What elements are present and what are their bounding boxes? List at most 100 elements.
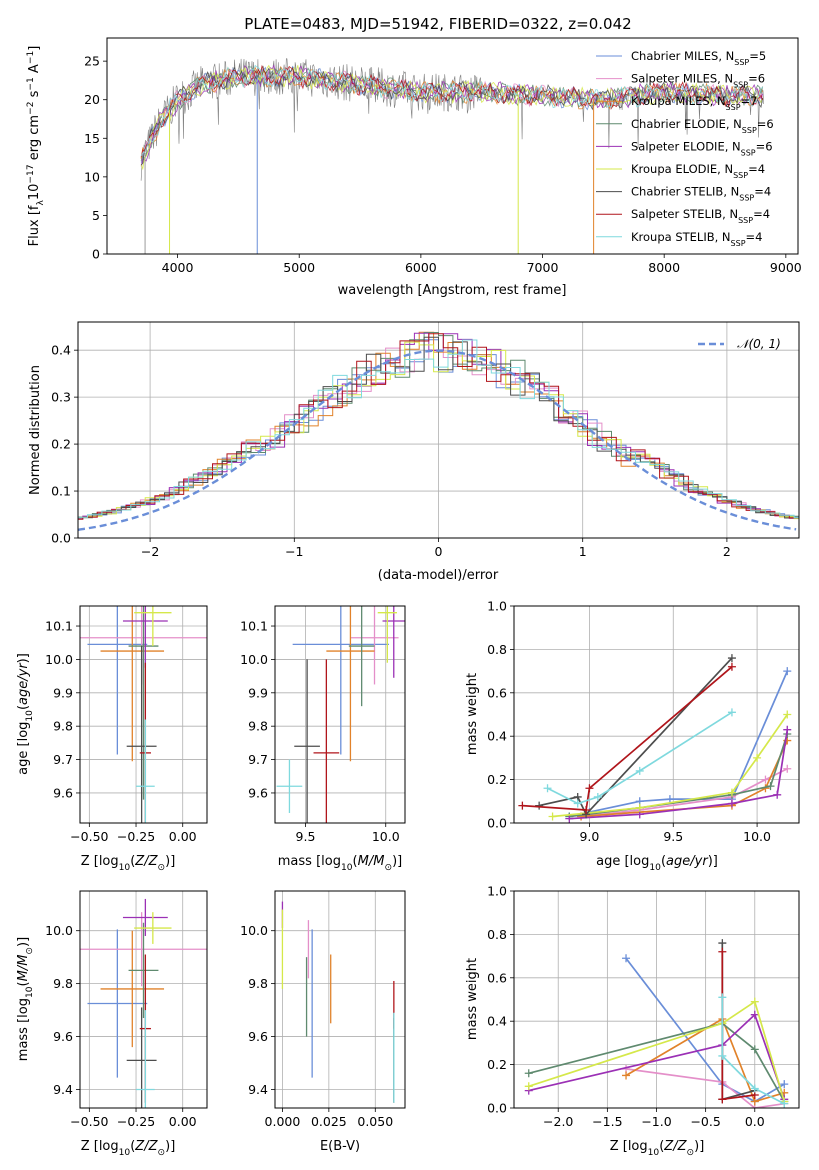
spectrum-model-line bbox=[140, 64, 764, 167]
x-tick-label: 0.000 bbox=[265, 1114, 301, 1129]
x-tick-label: 2 bbox=[723, 544, 731, 559]
x-tick-label: −0.5 bbox=[690, 1114, 720, 1129]
plot-area bbox=[78, 331, 799, 531]
x-tick-label: 6000 bbox=[405, 260, 437, 275]
weight-marker bbox=[780, 1080, 789, 1089]
weight-marker bbox=[665, 795, 674, 804]
y-tick-label: 10.1 bbox=[45, 619, 73, 634]
y-axis-label: Normed distribution bbox=[28, 365, 43, 495]
weight-marker bbox=[783, 710, 792, 719]
y-tick-label: 20 bbox=[84, 92, 100, 107]
residual-histogram bbox=[78, 336, 799, 521]
y-tick-label: 0.4 bbox=[51, 343, 71, 358]
x-tick-label: −1.5 bbox=[592, 1114, 622, 1129]
weight-marker bbox=[622, 954, 631, 963]
x-axis-label: wavelength [Angstrom, rest frame] bbox=[338, 283, 567, 298]
y-tick-label: 0.1 bbox=[51, 484, 71, 499]
x-tick-label: −2.0 bbox=[543, 1114, 573, 1129]
spectrum-model-line bbox=[140, 64, 764, 158]
y-tick-label: 10.0 bbox=[240, 923, 268, 938]
y-tick-label: 1.0 bbox=[487, 599, 507, 614]
panel-mass_vs_ebv: 0.000 0.025 0.050 9.4 9.6 9.8 10.0 E(B-V) bbox=[240, 890, 406, 1154]
weight-marker bbox=[718, 1051, 727, 1060]
axes-frame bbox=[106, 37, 799, 255]
y-tick-label: 9.4 bbox=[248, 1082, 268, 1097]
y-tick-label: 9.8 bbox=[248, 976, 268, 991]
x-tick-label: 9.5 bbox=[296, 829, 316, 844]
weight-marker bbox=[635, 803, 644, 812]
weight-line bbox=[625, 1068, 785, 1108]
y-tick-label: 10.1 bbox=[240, 619, 268, 634]
legend-entry: Salpeter MILES, NSSP=6 bbox=[631, 72, 765, 90]
weight-marker bbox=[766, 782, 775, 791]
weight-marker bbox=[783, 725, 792, 734]
weight-marker bbox=[718, 993, 727, 1002]
y-tick-label: 9.6 bbox=[248, 785, 268, 800]
legend-entry: Chabrier STELIB, NSSP=4 bbox=[631, 185, 771, 203]
y-tick-label: 9.8 bbox=[53, 976, 73, 991]
weight-marker bbox=[727, 799, 736, 808]
y-tick-label: 9.6 bbox=[248, 1029, 268, 1044]
y-tick-label: 0.2 bbox=[487, 1057, 507, 1072]
weight-line bbox=[721, 997, 785, 1105]
weight-marker bbox=[524, 1082, 533, 1091]
weight-marker bbox=[718, 947, 727, 956]
x-tick-label: 0.0 bbox=[745, 1114, 765, 1129]
plot-area bbox=[140, 58, 764, 254]
y-tick-label: 9.8 bbox=[248, 719, 268, 734]
weight-marker bbox=[773, 790, 782, 799]
weight-line bbox=[721, 951, 755, 1101]
y-axis-label: Flux [fλ10−17 erg cm−2 s−1 A−1] bbox=[26, 46, 46, 247]
y-tick-label: 0.8 bbox=[487, 642, 507, 657]
weight-marker bbox=[727, 662, 736, 671]
weight-marker bbox=[780, 1099, 789, 1108]
plot-area bbox=[281, 901, 395, 1103]
weight-line bbox=[528, 1022, 786, 1102]
y-tick-label: 0.6 bbox=[487, 685, 507, 700]
legend-entry: Salpeter ELODIE, NSSP=6 bbox=[631, 139, 773, 157]
x-axis-label: Z [log10(Z/Z⊙)] bbox=[81, 1139, 176, 1158]
panel-spectrum: 4000 5000 6000 7000 8000 9000 0 5 10 15 20 25 wavele… bbox=[26, 37, 802, 298]
plot-area bbox=[80, 898, 207, 1108]
x-tick-label: −0.25 bbox=[117, 829, 155, 844]
weight-marker bbox=[582, 805, 591, 814]
weight-marker bbox=[622, 1071, 631, 1080]
figure-title: PLATE=0483, MJD=51942, FIBERID=0322, z=0… bbox=[244, 15, 631, 33]
weight-line bbox=[528, 1000, 786, 1102]
axes-frame bbox=[274, 890, 406, 1109]
y-tick-label: 9.7 bbox=[53, 752, 73, 767]
y-tick-label: 0.0 bbox=[51, 531, 71, 546]
panel-age_vs_Z: −0.50 −0.25 0.00 9.6 9.7 9.8 9.9 10.0 10.1 Z [log… bbox=[16, 605, 208, 873]
x-tick-label: 8000 bbox=[648, 260, 680, 275]
weight-marker bbox=[543, 784, 552, 793]
y-tick-label: 9.9 bbox=[53, 685, 73, 700]
weight-marker bbox=[565, 814, 574, 823]
x-tick-label: −0.50 bbox=[70, 829, 108, 844]
y-tick-label: 9.8 bbox=[53, 719, 73, 734]
y-tick-label: 0.6 bbox=[487, 970, 507, 985]
y-tick-label: 10 bbox=[84, 169, 100, 184]
y-axis-label: mass weight bbox=[465, 958, 480, 1040]
weight-marker bbox=[727, 708, 736, 717]
weight-line bbox=[625, 1017, 785, 1103]
x-axis-label: age [log10(age/yr)] bbox=[596, 854, 718, 873]
x-tick-label: 0.025 bbox=[311, 1114, 347, 1129]
y-axis-label: mass weight bbox=[465, 673, 480, 755]
axes-frame bbox=[513, 890, 800, 1109]
y-tick-label: 0.4 bbox=[487, 729, 507, 744]
weight-marker bbox=[750, 1084, 759, 1093]
y-tick-label: 0 bbox=[92, 247, 100, 262]
y-tick-label: 9.6 bbox=[53, 1029, 73, 1044]
y-tick-label: 0.0 bbox=[487, 1101, 507, 1116]
residual-histogram bbox=[78, 339, 799, 519]
x-tick-label: 9000 bbox=[770, 260, 802, 275]
weight-line bbox=[581, 740, 789, 818]
x-axis-label: Z [log10(Z/Z⊙)] bbox=[81, 854, 176, 873]
x-tick-label: 0.00 bbox=[169, 829, 197, 844]
weight-marker bbox=[573, 799, 582, 808]
weight-line bbox=[522, 666, 733, 811]
y-tick-label: 1.0 bbox=[487, 884, 507, 899]
y-tick-label: 25 bbox=[84, 54, 100, 69]
y-tick-label: 9.6 bbox=[53, 785, 73, 800]
legend-entry: Kroupa STELIB, NSSP=4 bbox=[631, 230, 762, 248]
